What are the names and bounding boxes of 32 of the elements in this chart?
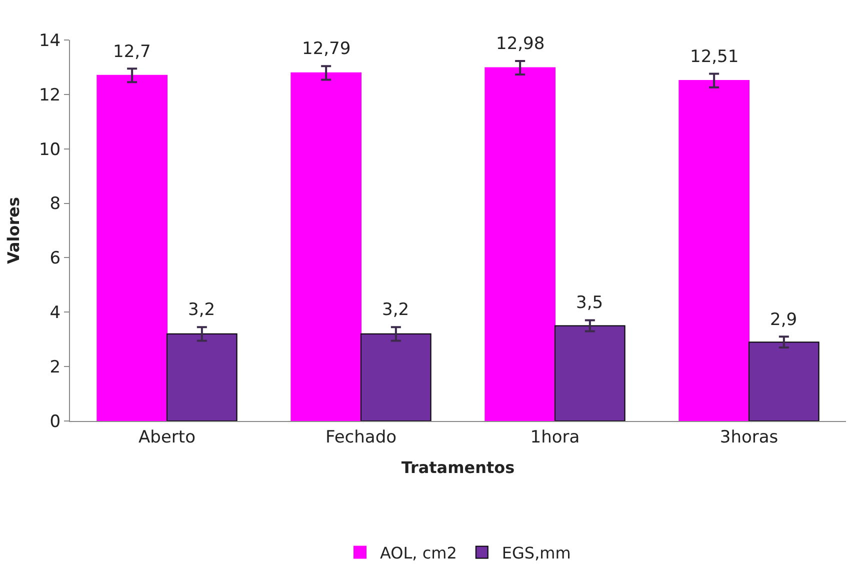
bar bbox=[96, 74, 168, 421]
legend-label: AOL, cm2 bbox=[380, 543, 457, 562]
bar bbox=[748, 342, 820, 421]
bar bbox=[554, 325, 626, 421]
data-label: 12,51 bbox=[690, 47, 739, 67]
y-tick-label: 14 bbox=[38, 30, 61, 51]
y-tick-label: 2 bbox=[50, 358, 61, 378]
y-tick-label: 4 bbox=[50, 303, 61, 324]
y-tick-label: 0 bbox=[50, 412, 61, 432]
data-label: 3,2 bbox=[382, 300, 410, 320]
x-tick-label: 3horas bbox=[720, 427, 778, 448]
data-label: 3,2 bbox=[188, 300, 216, 320]
x-tick-label: Fechado bbox=[325, 427, 397, 448]
y-tick-label: 6 bbox=[50, 248, 61, 269]
bar bbox=[290, 72, 362, 421]
legend-label: EGS,mm bbox=[502, 543, 571, 562]
bar bbox=[166, 333, 238, 421]
y-axis-title: Valores bbox=[4, 196, 23, 264]
x-tick-label: 1hora bbox=[530, 427, 580, 448]
y-tick-label: 10 bbox=[38, 140, 61, 160]
data-label: 12,98 bbox=[496, 34, 545, 54]
bar bbox=[678, 80, 750, 421]
bar bbox=[360, 333, 432, 421]
x-axis-title: Tratamentos bbox=[401, 458, 515, 478]
y-tick-label: 12 bbox=[38, 85, 61, 106]
y-tick-label: 8 bbox=[50, 194, 61, 214]
x-tick-label: Aberto bbox=[138, 427, 196, 448]
bar bbox=[484, 67, 556, 421]
data-label: 2,9 bbox=[770, 310, 798, 330]
data-label: 12,79 bbox=[302, 39, 351, 59]
data-label: 3,5 bbox=[576, 293, 604, 313]
data-label: 12,7 bbox=[113, 42, 151, 62]
